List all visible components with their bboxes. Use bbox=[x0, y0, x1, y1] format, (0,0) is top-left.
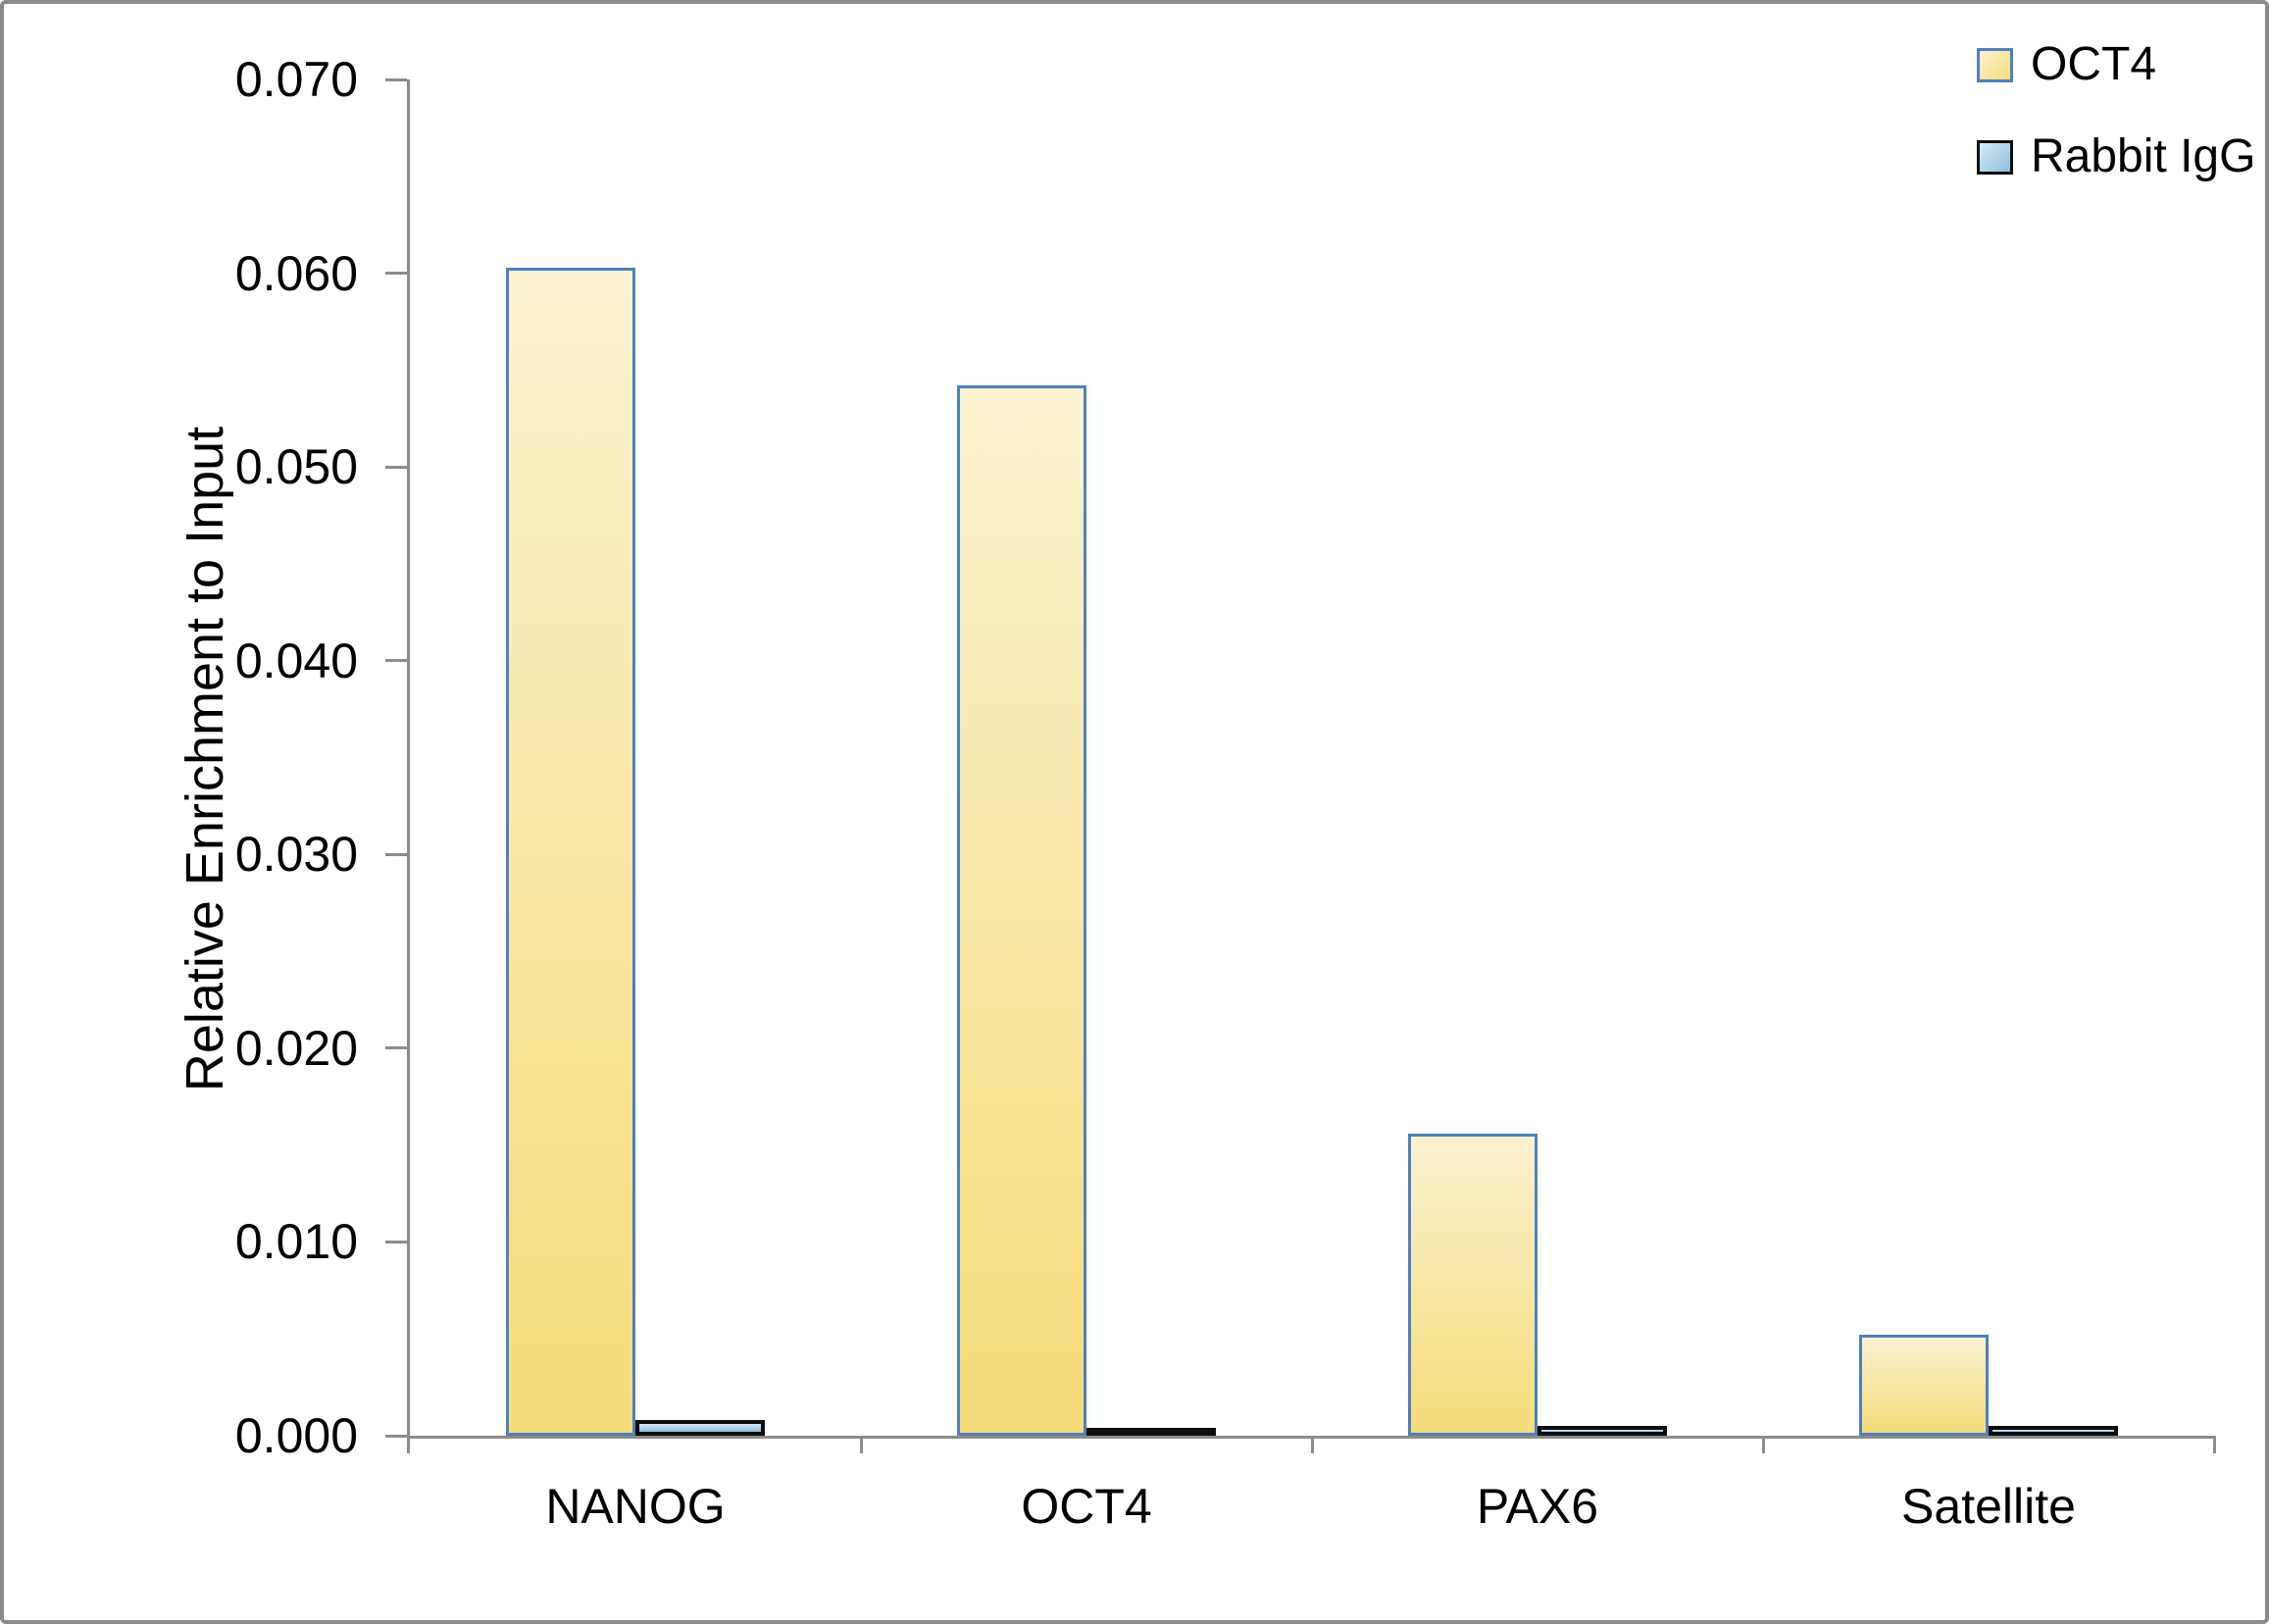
y-axis-tick-label: 0.040 bbox=[234, 633, 358, 688]
bar-oct4-satellite bbox=[1859, 1335, 1989, 1436]
x-axis-category-label-nanog: NANOG bbox=[545, 1479, 726, 1534]
bar-oct4-nanog bbox=[506, 268, 635, 1436]
y-axis-tick bbox=[385, 852, 407, 856]
legend-swatch-rabbit-igg-icon bbox=[1977, 139, 2013, 175]
y-axis-tick bbox=[385, 1240, 407, 1243]
y-axis-tick bbox=[385, 659, 407, 663]
y-axis-tick-label: 0.010 bbox=[234, 1214, 358, 1270]
legend: OCT4 Rabbit IgG bbox=[1977, 39, 2255, 224]
y-axis-tick bbox=[385, 272, 407, 276]
y-axis-tick bbox=[385, 1046, 407, 1050]
x-axis-boundary-tick bbox=[1310, 1436, 1314, 1453]
y-axis-tick bbox=[385, 465, 407, 469]
x-axis-category-label-satellite: Satellite bbox=[1901, 1479, 2076, 1534]
y-axis-tick-label: 0.020 bbox=[234, 1020, 358, 1076]
bar-oct4-pax6 bbox=[1408, 1134, 1538, 1436]
y-axis-tick-label: 0.050 bbox=[234, 439, 358, 495]
bar-oct4-oct4 bbox=[957, 385, 1086, 1436]
bar-rabbit-igg-pax6 bbox=[1538, 1426, 1667, 1436]
y-axis-tick-label: 0.070 bbox=[234, 52, 358, 107]
legend-item-oct4: OCT4 bbox=[1977, 39, 2255, 90]
y-axis-tick bbox=[385, 1434, 407, 1438]
x-axis-boundary-tick bbox=[859, 1436, 863, 1453]
bar-rabbit-igg-satellite bbox=[1989, 1426, 2118, 1436]
plot-area: 0.000 0.010 0.020 0.030 0.040 0.050 0.060 0.070… bbox=[235, 52, 2216, 1534]
y-axis-tick-label: 0.060 bbox=[234, 245, 358, 301]
x-axis-boundary-tick bbox=[1761, 1436, 1765, 1453]
x-axis-boundary-tick bbox=[2212, 1436, 2216, 1453]
bar-rabbit-igg-oct4 bbox=[1086, 1428, 1216, 1436]
legend-swatch-oct4-icon bbox=[1977, 47, 2013, 82]
legend-label-rabbit-igg: Rabbit IgG bbox=[2031, 130, 2256, 182]
y-axis-tick bbox=[385, 77, 407, 81]
legend-item-rabbit-igg: Rabbit IgG bbox=[1977, 131, 2255, 182]
y-axis-tick-label: 0.030 bbox=[234, 827, 358, 883]
x-axis-category-label-pax6: PAX6 bbox=[1476, 1479, 1599, 1534]
y-axis-line bbox=[407, 79, 410, 1453]
y-axis-title: Relative Enrichment to Input bbox=[176, 426, 234, 1092]
y-axis-tick-label: 0.000 bbox=[234, 1408, 358, 1463]
x-axis-category-label-oct4: OCT4 bbox=[1021, 1479, 1152, 1534]
bar-rabbit-igg-nanog bbox=[635, 1420, 765, 1436]
legend-label-oct4: OCT4 bbox=[2031, 38, 2157, 90]
